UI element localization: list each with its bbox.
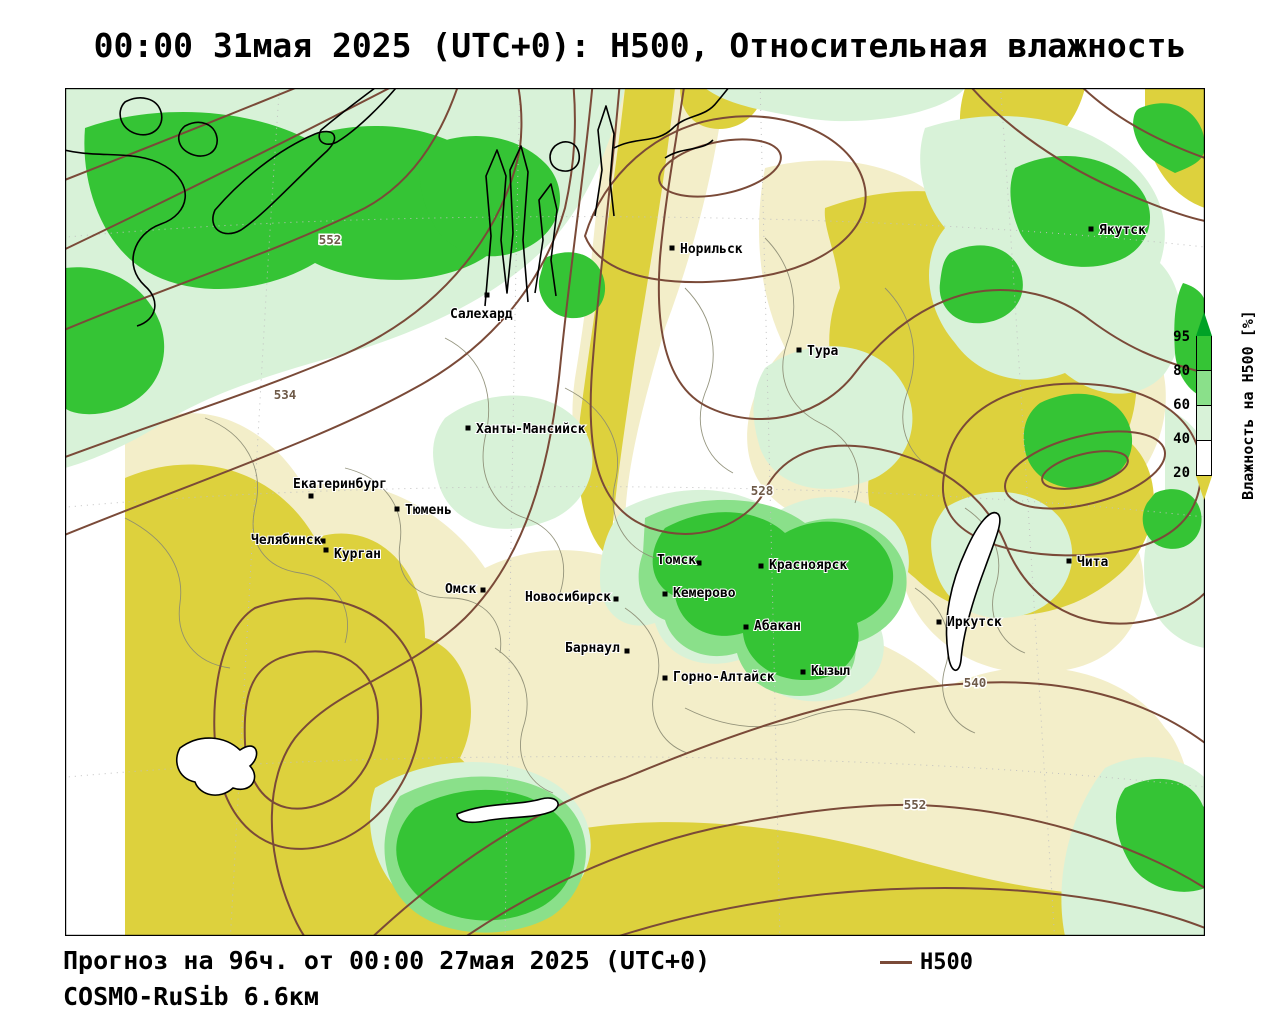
city-label: Кемерово bbox=[673, 586, 736, 601]
lake-balkhash bbox=[456, 797, 559, 824]
city-label: Горно-Алтайск bbox=[673, 670, 775, 685]
city-dot bbox=[800, 669, 806, 675]
city-label: Красноярск bbox=[769, 558, 847, 573]
colorbar-arrow-down bbox=[1196, 476, 1212, 500]
city-dot bbox=[796, 347, 802, 353]
city-label: Челябинск bbox=[251, 533, 322, 548]
contour-value-label: 534 bbox=[274, 387, 297, 402]
contour-value-label: 552 bbox=[904, 797, 927, 812]
colorbar-segment bbox=[1196, 441, 1212, 476]
city-dot bbox=[1088, 226, 1094, 232]
colorbar: 95 80 60 40 20 Влажность на H500 [%] bbox=[1160, 310, 1278, 582]
weather-map: 552 534 528 540 552 Норильск Якутск Салехард Ту… bbox=[65, 88, 1205, 936]
city-label: Екатеринбург bbox=[293, 477, 387, 492]
colorbar-arrow-up bbox=[1196, 312, 1212, 336]
city-label: Барнаул bbox=[565, 641, 620, 656]
city-label: Ханты-Мансийск bbox=[476, 422, 586, 437]
colorbar-segment bbox=[1196, 371, 1212, 406]
city-labels: Норильск Якутск Салехард Тура Ханты-Мансийск… bbox=[250, 222, 1147, 686]
city-label: Якутск bbox=[1099, 223, 1146, 238]
lake-southwest bbox=[176, 737, 258, 796]
contour-value-label: 552 bbox=[319, 232, 342, 247]
city-dot bbox=[1066, 558, 1072, 564]
lakes bbox=[176, 511, 1001, 824]
admin-borders bbox=[124, 237, 1026, 794]
city-dot bbox=[484, 292, 490, 298]
city-label: Тюмень bbox=[405, 503, 452, 518]
map-frame bbox=[65, 88, 1205, 936]
colorbar-tick-20: 20 bbox=[1173, 465, 1190, 481]
colorbar-bar bbox=[1196, 312, 1212, 500]
humidity-field bbox=[65, 88, 1205, 936]
colorbar-title: Влажность на H500 [%] bbox=[1239, 310, 1257, 500]
contour-value-label: 528 bbox=[751, 483, 774, 498]
city-dot bbox=[669, 245, 675, 251]
city-label: Томск bbox=[657, 553, 696, 568]
colorbar-tick-60: 60 bbox=[1173, 397, 1190, 413]
contour-value-label: 540 bbox=[964, 675, 987, 690]
city-dot bbox=[696, 560, 702, 566]
city-label: Салехард bbox=[450, 307, 513, 322]
colorbar-tick-95: 95 bbox=[1173, 329, 1190, 345]
city-dot bbox=[394, 506, 400, 512]
city-dot bbox=[613, 596, 619, 602]
model-info: COSMO-RuSib 6.6км bbox=[63, 982, 319, 1011]
contour-labels: 552 534 528 540 552 bbox=[272, 231, 988, 814]
city-label: Омск bbox=[445, 582, 476, 597]
forecast-info: Прогноз на 96ч. от 00:00 27мая 2025 (UTC… bbox=[63, 946, 711, 975]
city-label: Тура bbox=[807, 344, 838, 359]
graticule bbox=[65, 88, 1205, 936]
city-dot bbox=[320, 538, 326, 544]
city-label: Чита bbox=[1077, 555, 1108, 570]
city-dot bbox=[662, 675, 668, 681]
city-label: Кызыл bbox=[811, 664, 850, 679]
page-title: 00:00 31мая 2025 (UTC+0): H500, Относите… bbox=[93, 26, 1187, 65]
h500-line-sample bbox=[880, 961, 912, 964]
city-dot bbox=[465, 425, 471, 431]
colorbar-tick-80: 80 bbox=[1173, 363, 1190, 379]
city-label: Абакан bbox=[754, 619, 801, 634]
city-dot bbox=[308, 493, 314, 499]
coastlines bbox=[65, 88, 730, 327]
lake-baikal bbox=[945, 511, 1001, 671]
city-label: Курган bbox=[334, 547, 381, 562]
h500-legend-label: H500 bbox=[920, 950, 973, 975]
city-dot bbox=[662, 591, 668, 597]
city-dot bbox=[743, 624, 749, 630]
h500-legend: H500 bbox=[880, 950, 973, 975]
city-dot bbox=[480, 587, 486, 593]
city-label: Иркутск bbox=[947, 615, 1002, 630]
city-label: Новосибирск bbox=[525, 590, 611, 605]
city-dot bbox=[758, 563, 764, 569]
colorbar-segment bbox=[1196, 406, 1212, 441]
colorbar-tick-40: 40 bbox=[1173, 431, 1190, 447]
city-dot bbox=[323, 547, 329, 553]
map-area: 552 534 528 540 552 Норильск Якутск Салехард Ту… bbox=[65, 88, 1205, 936]
city-dot bbox=[624, 648, 630, 654]
colorbar-segment bbox=[1196, 336, 1212, 371]
city-label: Норильск bbox=[680, 242, 743, 257]
city-dot bbox=[936, 619, 942, 625]
